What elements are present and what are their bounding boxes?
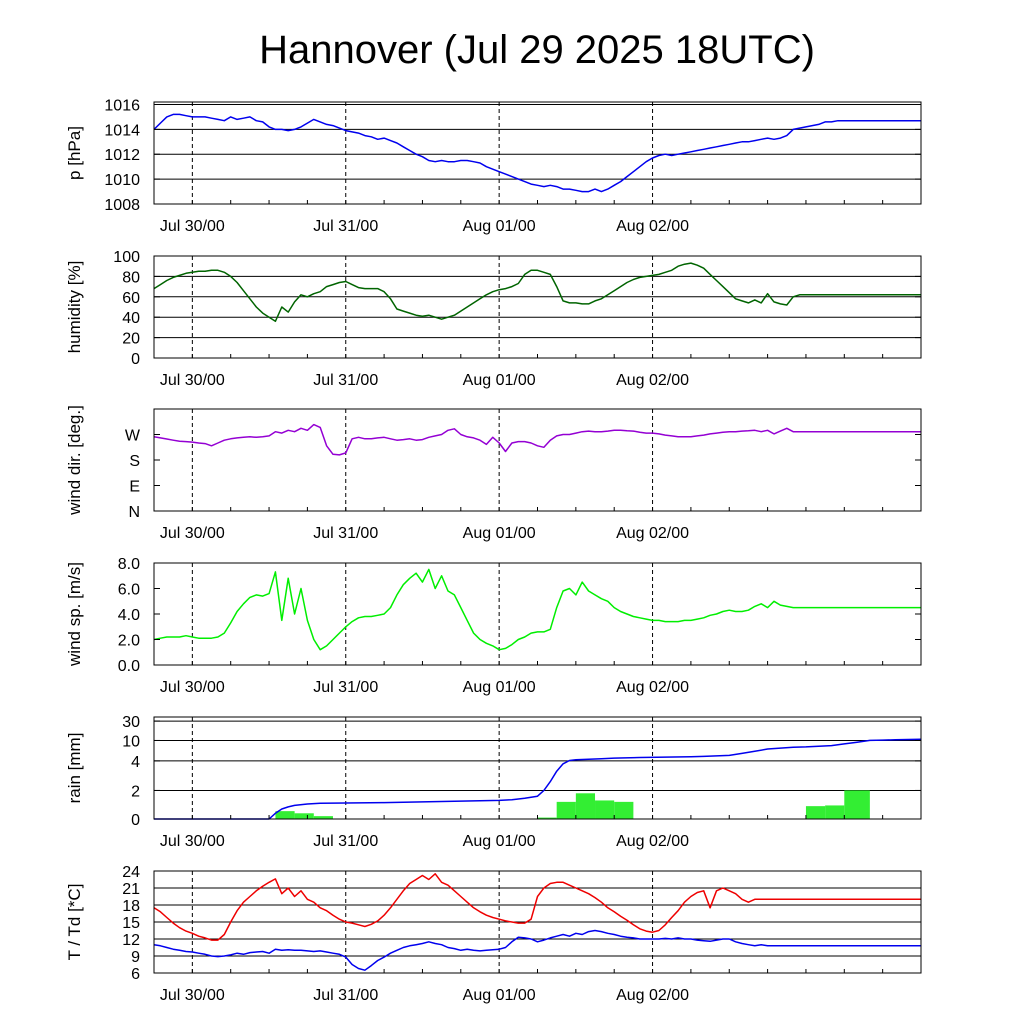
rain-bar — [844, 790, 870, 819]
plot-frame — [153, 716, 922, 820]
x-tick-label: Jul 31/00 — [313, 525, 378, 542]
y-tick-label: 8.0 — [118, 556, 140, 573]
rain-bar — [805, 806, 826, 819]
y-tick-label: 12 — [122, 932, 140, 949]
rain-bar — [825, 805, 845, 819]
y-tick-label: 80 — [122, 269, 140, 286]
panel-1: 0 20 40 60 80 100 Jul 30/00 Jul 31/00 Aug 01/00 A… — [65, 249, 922, 389]
y-tick-label: 2 — [131, 783, 140, 800]
panel-3: 0.0 2.0 4.0 6.0 8.0 Jul 30/00 Jul 31/00 Aug 01/… — [65, 556, 922, 696]
y-tick-label: 30 — [122, 714, 140, 731]
rain-bar — [614, 801, 634, 819]
plot-frame — [153, 562, 922, 666]
y-tick-label: 18 — [122, 898, 140, 915]
x-tick-label: Jul 30/00 — [160, 679, 225, 696]
y-tick-label: 4 — [131, 754, 140, 771]
plot-frame — [153, 101, 922, 205]
y-tick-label: 0 — [131, 351, 140, 368]
y-tick-label: 0.0 — [118, 658, 140, 675]
y-axis-label: wind dir. [deg.] — [65, 405, 84, 516]
rain-bar — [294, 813, 314, 819]
y-tick-label: 20 — [122, 331, 140, 348]
x-tick-label: Aug 01/00 — [463, 218, 536, 235]
y-tick-label: 100 — [113, 249, 140, 266]
y-tick-label: 2.0 — [118, 633, 140, 650]
x-tick-label: Jul 31/00 — [313, 372, 378, 389]
panel-4: 0 2 4 10 30 Jul 30/00 Jul 31/00 Aug 01/00 Aug 02… — [65, 714, 922, 850]
y-axis-label: p [hPa] — [65, 126, 84, 180]
y-tick-label: 0 — [131, 812, 140, 829]
x-tick-label: Aug 02/00 — [616, 833, 689, 850]
x-tick-label: Aug 02/00 — [616, 987, 689, 1004]
y-axis-label: wind sp. [m/s] — [65, 562, 84, 667]
x-tick-label: Aug 02/00 — [616, 679, 689, 696]
y-tick-label: 1016 — [104, 97, 140, 114]
x-tick-label: Aug 01/00 — [463, 525, 536, 542]
x-tick-label: Jul 30/00 — [160, 987, 225, 1004]
rain-bar — [537, 817, 557, 819]
x-tick-label: Jul 30/00 — [160, 833, 225, 850]
y-tick-label: E — [129, 479, 140, 496]
y-tick-label: 4.0 — [118, 607, 140, 624]
x-tick-label: Aug 02/00 — [616, 218, 689, 235]
series-line-windspeed — [153, 568, 921, 651]
x-tick-label: Aug 01/00 — [463, 679, 536, 696]
x-tick-label: Aug 01/00 — [463, 372, 536, 389]
series-line-dewpoint — [153, 929, 921, 971]
y-tick-label: 15 — [122, 915, 140, 932]
y-tick-label: 60 — [122, 290, 140, 307]
y-tick-label: 21 — [122, 881, 140, 898]
panel-0: 1008 1010 1012 1014 1016 Jul 30/00 Jul 31/00 Au… — [65, 97, 922, 235]
x-tick-label: Jul 30/00 — [160, 218, 225, 235]
rain-bar — [556, 801, 576, 819]
series-line-winddir — [153, 423, 921, 456]
y-tick-label: 1008 — [104, 197, 140, 214]
series-line-rain_total — [154, 738, 922, 820]
x-tick-label: Jul 31/00 — [313, 218, 378, 235]
series-line-temperature — [153, 873, 921, 941]
series-line-humidity — [153, 262, 921, 323]
rain-bar — [575, 793, 596, 819]
plot-frame — [153, 255, 922, 359]
x-tick-label: Aug 01/00 — [463, 833, 536, 850]
x-tick-label: Jul 31/00 — [313, 833, 378, 850]
y-tick-label: 6 — [131, 966, 140, 983]
x-tick-label: Aug 02/00 — [616, 525, 689, 542]
y-tick-label: 40 — [122, 310, 140, 327]
y-tick-label: 1014 — [104, 122, 140, 139]
x-tick-label: Aug 02/00 — [616, 372, 689, 389]
x-tick-label: Jul 31/00 — [313, 679, 378, 696]
y-tick-label: 9 — [131, 949, 140, 966]
y-tick-label: 10 — [122, 733, 140, 750]
series-line-pressure — [153, 113, 921, 193]
y-tick-label: 1010 — [104, 172, 140, 189]
rain-bar — [313, 816, 333, 819]
plot-frame — [153, 408, 922, 512]
y-tick-label: N — [128, 504, 140, 521]
y-tick-label: 1012 — [104, 147, 140, 164]
chart-title: Hannover (Jul 29 2025 18UTC) — [259, 28, 815, 72]
y-axis-label: T / Td [*C] — [65, 884, 84, 961]
y-tick-label: 24 — [122, 864, 140, 881]
rain-bar — [595, 800, 615, 819]
y-tick-label: W — [125, 428, 141, 445]
x-tick-label: Jul 30/00 — [160, 525, 225, 542]
x-tick-label: Jul 31/00 — [313, 987, 378, 1004]
y-axis-label: humidity [%] — [65, 261, 84, 354]
y-tick-label: S — [129, 453, 140, 470]
x-tick-label: Aug 01/00 — [463, 987, 536, 1004]
rain-bar — [275, 811, 295, 819]
y-tick-label: 6.0 — [118, 582, 140, 599]
x-tick-label: Jul 30/00 — [160, 372, 225, 389]
y-axis-label: rain [mm] — [65, 733, 84, 804]
